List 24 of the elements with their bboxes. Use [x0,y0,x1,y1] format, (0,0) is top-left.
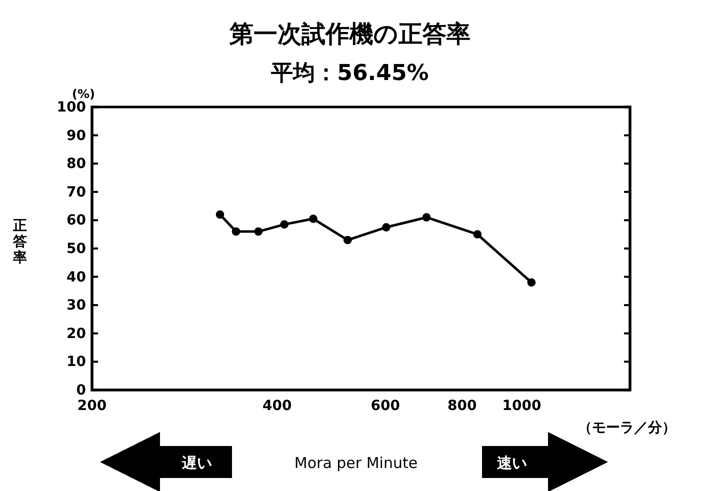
x-tick-label: 1000 [502,398,542,414]
x-tick-label: 200 [77,398,107,414]
text: 速い [497,454,527,472]
y-tick-label: 80 [66,156,86,172]
y-tick-label: 50 [66,240,86,257]
x-tick-label: 800 [448,398,478,414]
y-tick-label: 90 [66,128,86,144]
text: 遅い [181,454,212,472]
y-tick-label: 40 [66,269,86,286]
chart-subtitle: 平均：56.45% [270,61,429,86]
y-tick-label: 60 [66,212,86,229]
text: （モーラ／分） [578,420,676,436]
y-tick-label: 10 [66,354,86,370]
y-tick-label: 70 [66,184,86,200]
y-tick-label: 0 [76,382,86,398]
y-tick-label: 100 [56,99,86,116]
chart-title: 第一次試作機の正答率 [228,20,470,48]
y-axis-title: 正答率 [12,218,27,266]
x-tick-label: 400 [262,398,292,414]
y-tick-label: 30 [66,298,86,314]
y-tick-label: 20 [66,326,86,342]
text: (%) [72,87,95,101]
x-axis-title: Mora per Minute [294,454,418,472]
x-tick-label: 600 [370,398,400,414]
